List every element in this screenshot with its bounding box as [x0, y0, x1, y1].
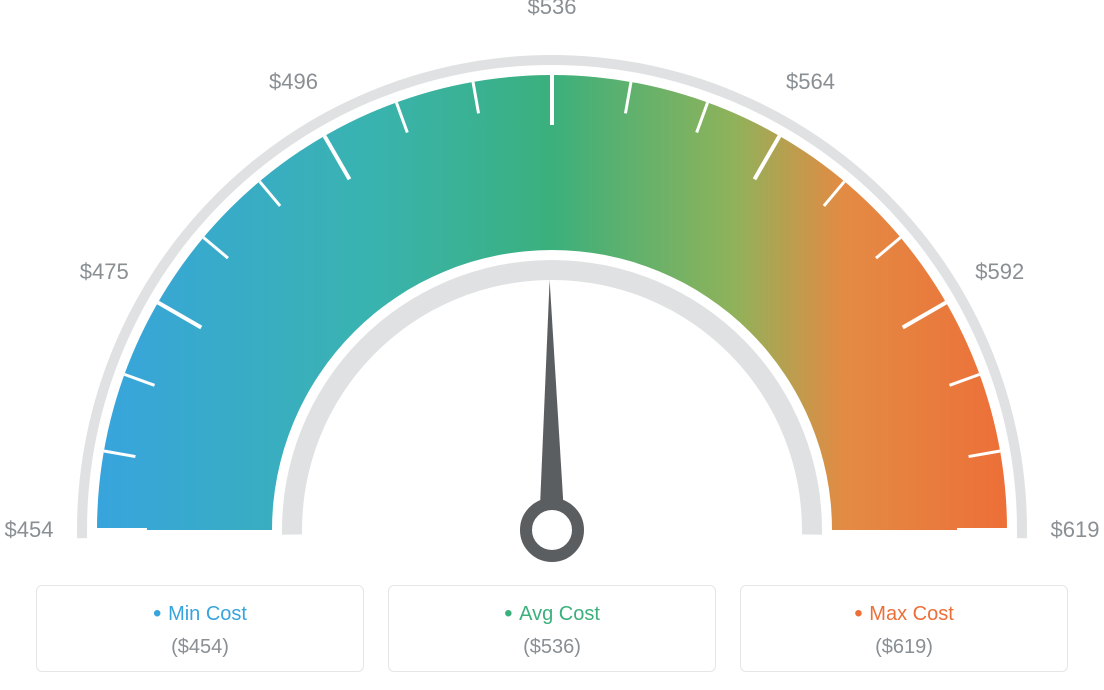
legend-row: Min Cost ($454) Avg Cost ($536) Max Cost…: [0, 585, 1104, 672]
gauge-tick-label: $454: [5, 517, 54, 543]
legend-card-max: Max Cost ($619): [740, 585, 1068, 672]
legend-card-min: Min Cost ($454): [36, 585, 364, 672]
gauge-tick-label: $564: [786, 69, 835, 95]
gauge-tick-label: $496: [269, 69, 318, 95]
legend-card-avg: Avg Cost ($536): [388, 585, 716, 672]
gauge-tick-label: $536: [528, 0, 577, 20]
legend-value-min: ($454): [47, 636, 353, 659]
gauge-svg: [0, 0, 1104, 580]
legend-title-max: Max Cost: [751, 600, 1057, 628]
gauge-tick-label: $592: [975, 259, 1024, 285]
legend-value-max: ($619): [751, 636, 1057, 659]
gauge-tick-label: $619: [1051, 517, 1100, 543]
gauge-area: $454 $475 $496 $536 $564 $592 $619: [0, 0, 1104, 580]
legend-value-avg: ($536): [399, 636, 705, 659]
legend-title-avg: Avg Cost: [399, 600, 705, 628]
cost-gauge-container: $454 $475 $496 $536 $564 $592 $619 Min Cost ($…: [0, 0, 1104, 690]
legend-title-min: Min Cost: [47, 600, 353, 628]
gauge-tick-label: $475: [80, 259, 129, 285]
